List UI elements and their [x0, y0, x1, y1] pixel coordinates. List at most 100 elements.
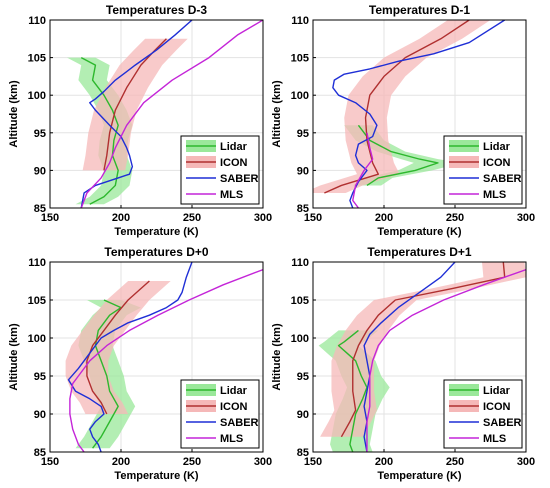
- y-tick-label: 100: [291, 90, 309, 102]
- plot-series: [313, 20, 506, 208]
- y-tick-label: 100: [28, 90, 46, 102]
- x-tick-label: 200: [112, 456, 130, 468]
- legend-lidar-label: Lidar: [483, 141, 511, 153]
- x-axis-label: Temperature (K): [377, 470, 461, 482]
- chart-title: Temperatures D-3: [106, 3, 207, 17]
- series-line-icon: [324, 20, 470, 194]
- legend-icon-label: ICON: [220, 401, 248, 413]
- series-line-mls: [352, 132, 374, 208]
- legend-saber-label: SABER: [220, 173, 259, 185]
- y-tick-label: 110: [28, 257, 46, 269]
- y-axis-label: Altitude (km): [271, 323, 283, 391]
- legend-saber-label: SABER: [483, 173, 522, 185]
- y-tick-label: 85: [297, 447, 309, 459]
- series-line-saber: [67, 262, 193, 452]
- y-tick-label: 105: [291, 53, 309, 65]
- x-tick-label: 200: [375, 456, 393, 468]
- chart-panel-3: 150 200 250 300 85 90 95 100 105 110 Temperatures …: [8, 245, 272, 482]
- x-axis-label: Temperature (K): [377, 226, 461, 238]
- legend-mls-label: MLS: [483, 189, 506, 201]
- band-icon: [320, 262, 526, 437]
- x-tick-label: 150: [41, 212, 59, 224]
- chart-title: Temperatures D+1: [367, 245, 471, 259]
- axes-box: [49, 261, 264, 453]
- chart-title: Temperatures D-1: [369, 3, 470, 17]
- y-tick-label: 90: [297, 165, 309, 177]
- chart-panel-2: 150 200 250 300 85 90 95 100 105 110 Temperatures …: [271, 3, 535, 238]
- x-tick-label: 250: [446, 212, 464, 224]
- legend-icon-label: ICON: [483, 157, 511, 169]
- chart-panel-4: 150 200 250 300 85 90 95 100 105 110 Temperatures …: [271, 245, 535, 482]
- axes-box: [49, 19, 264, 209]
- legend: Lidar ICON SABER MLS: [443, 135, 523, 205]
- x-tick-label: 300: [517, 456, 535, 468]
- legend: Lidar ICON SABER MLS: [443, 379, 523, 449]
- x-axis-label: Temperature (K): [114, 226, 198, 238]
- x-tick-label: 200: [112, 212, 130, 224]
- legend-mls-label: MLS: [220, 189, 243, 201]
- y-axis-label: Altitude (km): [271, 80, 283, 148]
- y-tick-label: 110: [291, 15, 309, 27]
- plot-series: [318, 262, 526, 452]
- x-tick-label: 150: [304, 456, 322, 468]
- series-line-saber: [332, 20, 506, 208]
- legend-mls-label: MLS: [483, 433, 506, 445]
- series-line-saber: [80, 20, 193, 208]
- y-tick-label: 95: [34, 371, 46, 383]
- y-tick-label: 110: [28, 15, 46, 27]
- y-tick-label: 85: [34, 203, 46, 215]
- x-tick-label: 150: [304, 212, 322, 224]
- y-tick-label: 95: [297, 128, 309, 140]
- series-line-saber: [363, 262, 456, 452]
- y-tick-label: 95: [297, 371, 309, 383]
- chart-title: Temperatures D+0: [104, 245, 208, 259]
- x-axis-label: Temperature (K): [114, 470, 198, 482]
- y-tick-label: 85: [297, 203, 309, 215]
- x-tick-label: 250: [183, 456, 201, 468]
- y-tick-label: 100: [28, 333, 46, 345]
- y-tick-label: 95: [34, 128, 46, 140]
- plot-series: [67, 20, 263, 208]
- x-tick-label: 300: [517, 212, 535, 224]
- y-tick-label: 105: [28, 53, 46, 65]
- band-icon: [65, 281, 171, 414]
- series-line-lidar: [80, 56, 119, 205]
- y-tick-label: 105: [291, 295, 309, 307]
- legend-lidar-label: Lidar: [483, 385, 511, 397]
- legend-mls-label: MLS: [220, 433, 243, 445]
- plot-series: [65, 262, 263, 452]
- series-line-mls: [80, 20, 263, 208]
- legend-saber-label: SABER: [483, 417, 522, 429]
- axes-box: [312, 19, 527, 209]
- x-tick-label: 150: [41, 456, 59, 468]
- legend: Lidar ICON SABER MLS: [180, 379, 260, 449]
- y-tick-label: 90: [34, 165, 46, 177]
- y-tick-label: 105: [28, 295, 46, 307]
- series-line-lidar: [92, 299, 122, 449]
- y-tick-label: 85: [34, 447, 46, 459]
- x-tick-label: 300: [254, 456, 272, 468]
- y-axis-label: Altitude (km): [8, 323, 20, 391]
- legend-lidar-label: Lidar: [220, 385, 248, 397]
- y-tick-label: 110: [291, 257, 309, 269]
- axes-box: [312, 261, 527, 453]
- legend: Lidar ICON SABER MLS: [180, 135, 260, 205]
- x-tick-label: 250: [183, 212, 201, 224]
- series-line-icon: [340, 262, 506, 438]
- series-line-lidar: [357, 124, 439, 187]
- series-line-lidar: [337, 329, 368, 452]
- legend-icon-label: ICON: [220, 157, 248, 169]
- y-axis-label: Altitude (km): [8, 80, 20, 148]
- y-tick-label: 90: [297, 409, 309, 421]
- y-tick-label: 100: [291, 333, 309, 345]
- series-line-mls: [69, 268, 263, 452]
- x-tick-label: 200: [375, 212, 393, 224]
- chart-panel-1: 150 200 250 300 85 90 95 100 105 110 Temperatures …: [8, 3, 272, 238]
- legend-icon-label: ICON: [483, 401, 511, 413]
- legend-lidar-label: Lidar: [220, 141, 248, 153]
- series-line-mls: [366, 268, 526, 452]
- x-tick-label: 250: [446, 456, 464, 468]
- y-tick-label: 90: [34, 409, 46, 421]
- legend-saber-label: SABER: [220, 417, 259, 429]
